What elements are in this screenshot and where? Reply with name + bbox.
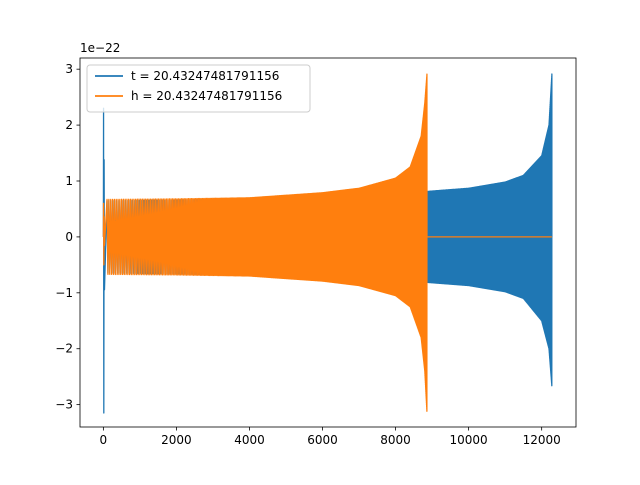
x-tick-label: 12000 xyxy=(523,433,561,447)
x-tick-label: 8000 xyxy=(380,433,411,447)
x-tick-label: 6000 xyxy=(307,433,338,447)
y-tick-label: 3 xyxy=(65,62,73,76)
y-tick-label: −1 xyxy=(55,286,73,300)
series-2 xyxy=(102,73,552,412)
legend-label: t = 20.43247481791156 xyxy=(131,69,279,83)
series-line-2 xyxy=(102,73,552,412)
x-tick-label: 2000 xyxy=(161,433,192,447)
series-layer xyxy=(102,73,553,414)
y-axis-offset-label: 1e−22 xyxy=(80,41,120,55)
y-tick-label: −3 xyxy=(55,398,73,412)
axes-layer: 0 2000 4000 6000 8000 10000 12000 −3 −2 −1 0 1 2 3 xyxy=(55,57,577,447)
axes-frame xyxy=(79,57,577,428)
y-tick-label: 1 xyxy=(65,174,73,188)
x-tick-label: 10000 xyxy=(450,433,488,447)
x-tick-label: 4000 xyxy=(234,433,265,447)
legend-label: h = 20.43247481791156 xyxy=(131,89,282,103)
legend-box xyxy=(86,64,311,113)
y-tick-label: −2 xyxy=(55,342,73,356)
y-tick-label: 0 xyxy=(65,230,73,244)
x-tick-label: 0 xyxy=(100,433,108,447)
legend: t = 20.43247481791156 h = 20.432474817911… xyxy=(86,64,311,113)
y-tick-label: 2 xyxy=(65,118,73,132)
